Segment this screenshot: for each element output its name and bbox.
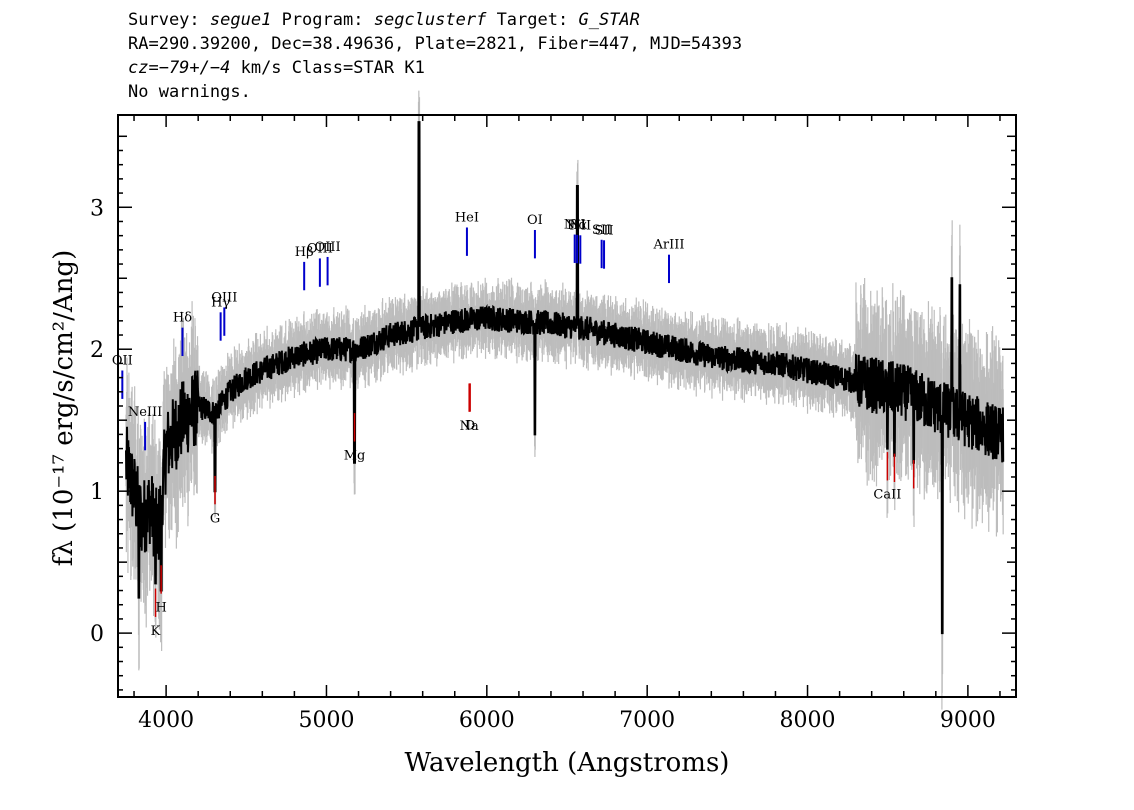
emission-line-label: Hα — [567, 218, 587, 233]
program-label: Program: — [281, 10, 364, 30]
emission-line-label: SII — [594, 223, 613, 238]
emission-line-label: OI — [527, 213, 543, 228]
absorption-line-label: CaII — [873, 487, 901, 502]
emission-line-label: Hβ — [295, 245, 314, 260]
y-tick-label: 2 — [90, 338, 104, 363]
x-tick-label: 6000 — [459, 708, 515, 733]
y-tick-label: 3 — [90, 196, 104, 221]
spectrum-header: Survey: segue1 Program: segclusterf Targ… — [128, 8, 742, 104]
x-tick-label: 4000 — [138, 708, 194, 733]
target-label: Target: — [496, 10, 569, 30]
absorption-line-label: D — [465, 419, 475, 434]
emission-line-label: OIII — [307, 241, 333, 256]
x-tick-label: 9000 — [940, 708, 996, 733]
x-axis-label: Wavelength (Angstroms) — [405, 748, 730, 778]
header-line-3: cz=−79+/−4 km/s Class=STAR K1 — [128, 56, 742, 80]
header-line-2: RA=290.39200, Dec=38.49636, Plate=2821, … — [128, 34, 743, 54]
x-tick-label: 8000 — [780, 708, 836, 733]
emission-line-label: NII — [564, 218, 586, 233]
emission-line-label: Hγ — [211, 295, 230, 310]
y-axis-label: fλ (10⁻¹⁷ erg/s/cm²/Ang) — [49, 250, 79, 566]
emission-line-label: OIII — [211, 290, 237, 305]
target-value: G_STAR — [578, 10, 640, 30]
emission-line-label: OII — [112, 354, 133, 369]
emission-line-label: OIII — [315, 240, 341, 255]
redshift-value: cz=−79+/−4 — [128, 58, 231, 78]
program-value: segclusterf — [373, 10, 487, 30]
x-tick-label: 7000 — [619, 708, 675, 733]
y-tick-label: 0 — [90, 622, 104, 647]
absorption-line-label: H — [155, 601, 166, 616]
absorption-line-label: Mg — [344, 448, 366, 463]
absorption-line-label: G — [210, 511, 220, 526]
class-text: km/s Class=STAR K1 — [230, 58, 425, 78]
survey-label: Survey: — [128, 10, 200, 30]
header-line-1: Survey: segue1 Program: segclusterf Targ… — [128, 8, 742, 32]
y-tick-label: 1 — [90, 480, 104, 505]
x-tick-label: 5000 — [298, 708, 354, 733]
emission-line-label: SII — [592, 223, 611, 238]
emission-line-label: Hδ — [173, 311, 192, 326]
emission-line-label: ArIII — [652, 238, 684, 253]
survey-value: segue1 — [209, 10, 272, 30]
emission-line-label: NII — [569, 218, 591, 233]
emission-line-label: NeIII — [128, 405, 162, 420]
emission-line-label: HeI — [455, 210, 479, 225]
flux-series — [125, 121, 1005, 635]
header-line-4: No warnings. — [128, 82, 251, 102]
absorption-line-label: Na — [460, 419, 479, 434]
axis-ticks: 4000 5000 6000 7000 8000 9000 0 1 2 3 — [90, 115, 1016, 733]
flux-line — [125, 121, 1005, 635]
absorption-line-label: K — [151, 624, 161, 639]
